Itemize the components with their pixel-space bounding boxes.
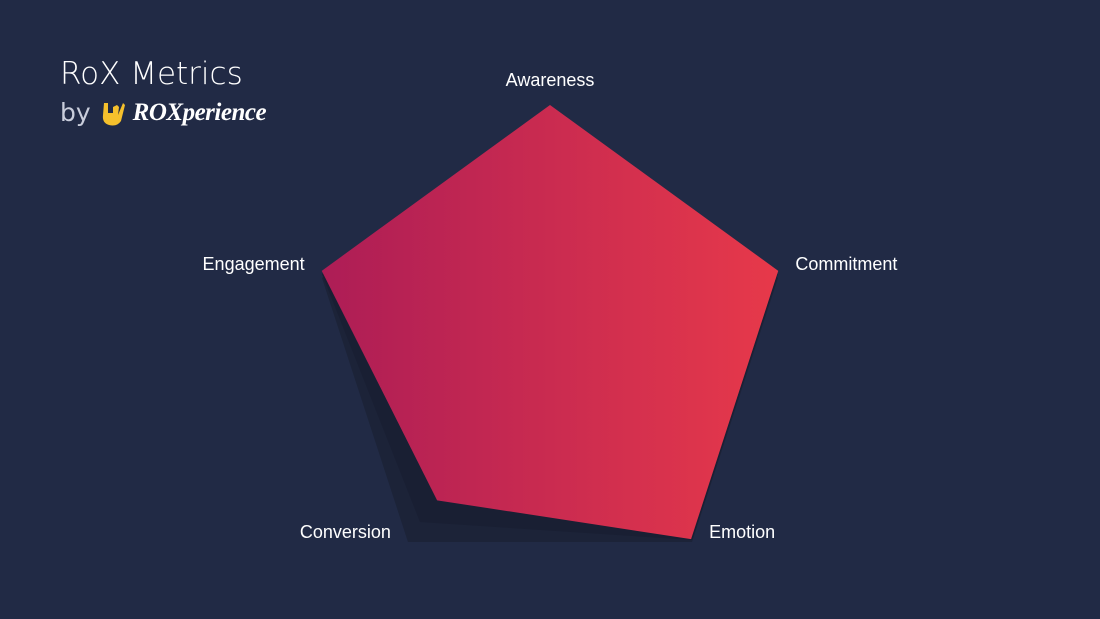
byline-row: by ROXperience — [60, 98, 267, 127]
axis-label: Conversion — [300, 522, 391, 542]
hand — [102, 102, 125, 125]
title: RoX Metrics — [60, 56, 243, 92]
axis-label: Awareness — [506, 70, 595, 90]
axis-label: Commitment — [795, 254, 897, 274]
axis-label: Engagement — [203, 254, 305, 274]
axis-label: Emotion — [709, 522, 775, 542]
brand: ROXperience — [132, 98, 267, 126]
hand-icon — [102, 102, 125, 125]
radar-area — [321, 105, 779, 540]
byline: by — [60, 98, 91, 127]
